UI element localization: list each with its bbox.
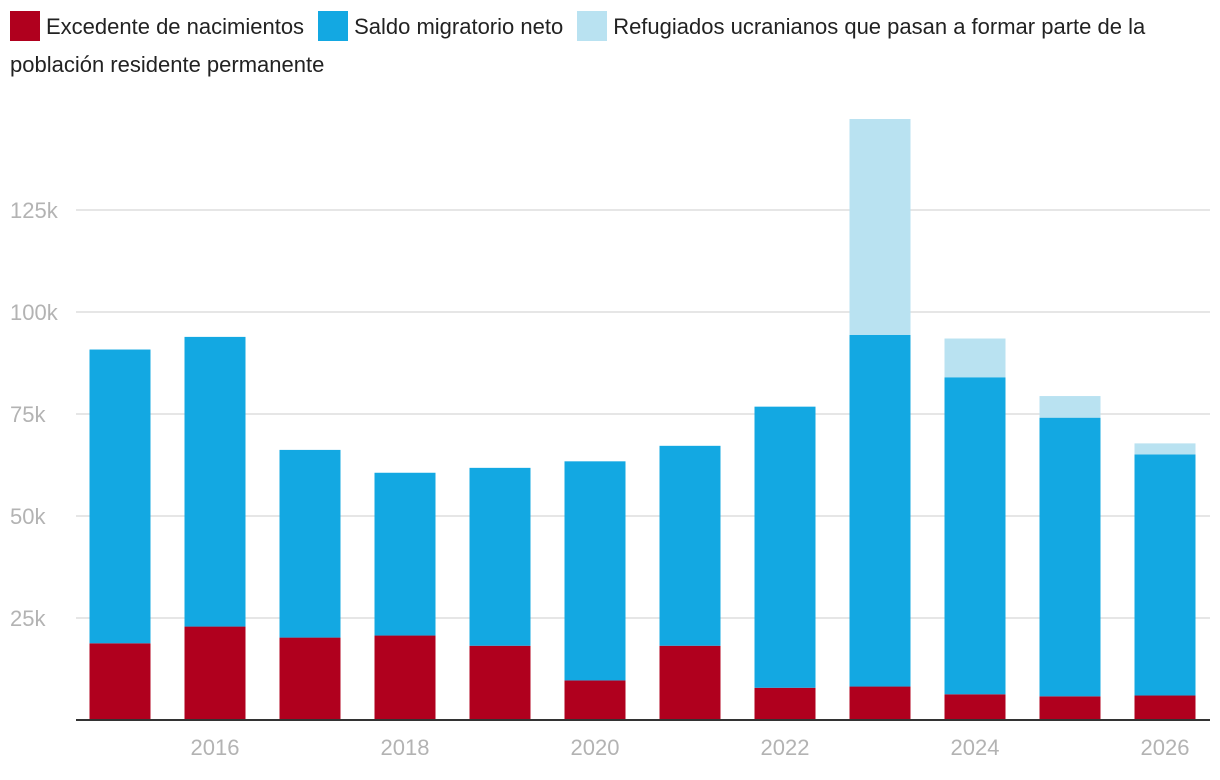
legend-swatch xyxy=(577,11,608,41)
y-tick-label: 50k xyxy=(10,504,46,529)
x-tick-label: 2020 xyxy=(571,735,620,760)
bar-2018-series-1 xyxy=(374,635,436,720)
y-tick-label: 125k xyxy=(10,198,59,223)
bar-2025-series-2 xyxy=(1039,417,1101,697)
y-tick-label: 100k xyxy=(10,300,59,325)
legend-item-1: Excedente de nacimientos xyxy=(10,11,305,41)
legend-label: Refugiados ucranianos que pasan a formar… xyxy=(10,14,1146,77)
bar-2021-series-2 xyxy=(659,445,721,646)
bar-2023-series-1 xyxy=(849,686,911,720)
bar-2023-series-2 xyxy=(849,334,911,687)
legend-item-3: Refugiados ucranianos que pasan a formar… xyxy=(10,11,1146,77)
bar-2022-series-2 xyxy=(754,406,816,688)
legend-item-2: Saldo migratorio neto xyxy=(318,11,564,41)
bar-2020-series-2 xyxy=(564,461,626,681)
bar-2016-series-1 xyxy=(184,626,246,720)
bar-2022-series-1 xyxy=(754,687,816,720)
bar-2024-series-3 xyxy=(944,338,1006,378)
bar-2025-series-3 xyxy=(1039,396,1101,418)
y-tick-label: 25k xyxy=(10,606,46,631)
legend-swatch xyxy=(10,11,40,41)
bar-2019-series-2 xyxy=(469,467,531,646)
legend-swatch xyxy=(318,11,349,41)
bar-2019-series-1 xyxy=(469,645,531,720)
bar-2017-series-2 xyxy=(279,449,341,638)
bar-2024-series-1 xyxy=(944,694,1006,720)
bar-2023-series-3 xyxy=(849,119,911,335)
bar-2026-series-1 xyxy=(1134,695,1196,720)
bar-2016-series-2 xyxy=(184,336,246,627)
x-tick-label: 2022 xyxy=(761,735,810,760)
x-tick-label: 2018 xyxy=(381,735,430,760)
bar-2017-series-1 xyxy=(279,637,341,720)
bar-2025-series-1 xyxy=(1039,696,1101,720)
bar-2018-series-2 xyxy=(374,472,436,636)
bar-2021-series-1 xyxy=(659,645,721,720)
legend-label: Saldo migratorio neto xyxy=(354,14,564,39)
bar-2015-series-1 xyxy=(89,643,151,720)
bar-2026-series-3 xyxy=(1134,443,1196,455)
x-tick-label: 2026 xyxy=(1141,735,1190,760)
x-tick-label: 2024 xyxy=(951,735,1000,760)
bar-2015-series-2 xyxy=(89,349,151,644)
y-tick-label: 75k xyxy=(10,402,46,427)
x-tick-label: 2016 xyxy=(191,735,240,760)
chart-legend: Excedente de nacimientos Saldo migratorio… xyxy=(10,8,1210,84)
bar-2024-series-2 xyxy=(944,377,1006,695)
bar-2026-series-2 xyxy=(1134,454,1196,696)
legend-label: Excedente de nacimientos xyxy=(46,14,305,39)
bar-2020-series-1 xyxy=(564,680,626,720)
